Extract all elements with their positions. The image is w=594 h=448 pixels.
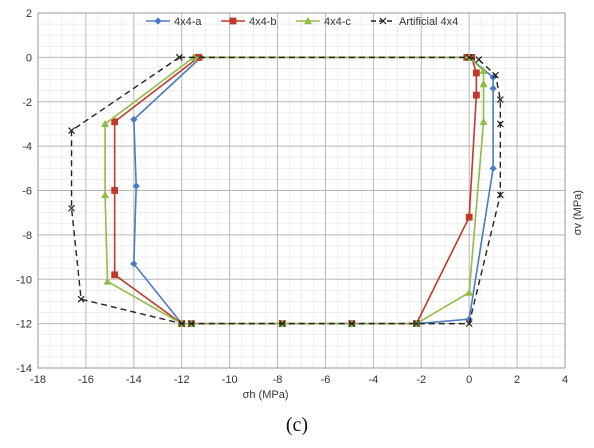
series-4-point — [278, 320, 286, 328]
series-2-point — [111, 118, 119, 126]
y-tick-label: -14 — [16, 363, 32, 375]
series-3-point — [479, 80, 488, 88]
series-1-point — [489, 164, 497, 172]
y-tick-label: -6 — [22, 186, 32, 198]
legend-item: 4x4-b — [221, 16, 277, 28]
legend-marker — [154, 17, 162, 25]
y-tick-label: -10 — [16, 274, 32, 286]
y-axis-title: σv (MPa) — [572, 190, 584, 235]
y-tick-label: -4 — [22, 141, 32, 153]
legend-marker — [229, 17, 237, 25]
series-3-point — [465, 288, 474, 296]
x-tick-label: -4 — [368, 374, 378, 386]
legend-item: 4x4-a — [146, 16, 202, 28]
series-3-point — [101, 119, 110, 128]
series-2-point — [111, 187, 119, 194]
series-4-point — [187, 320, 195, 328]
legend-item: 4x4-c — [296, 16, 351, 28]
legend-label: Artificial 4x4 — [399, 16, 458, 28]
x-axis-title: σh (MPa) — [243, 389, 289, 401]
series-4-point — [465, 320, 473, 328]
legend-marker — [379, 17, 387, 25]
legend-label: 4x4-c — [324, 16, 351, 28]
series-4-point — [175, 53, 183, 61]
series-1-point — [132, 182, 140, 190]
legend-label: 4x4-b — [249, 16, 277, 28]
series-4-point — [465, 53, 473, 61]
series-4-point — [68, 204, 75, 212]
legend-item: Artificial 4x4 — [371, 16, 458, 28]
x-tick-label: -12 — [174, 374, 190, 386]
y-tick-label: 2 — [26, 8, 32, 20]
series-1-point — [489, 84, 497, 93]
x-tick-label: -2 — [416, 374, 426, 386]
y-tick-label: -12 — [16, 319, 32, 331]
series-2-point — [472, 69, 480, 77]
series-4-point — [77, 295, 85, 303]
series-4-point — [413, 320, 420, 328]
x-tick-label: 4 — [562, 374, 568, 386]
legend-label: 4x4-a — [174, 16, 202, 28]
y-tick-label: 0 — [26, 52, 32, 64]
series-3-point — [101, 190, 110, 199]
legend-marker — [304, 17, 312, 25]
y-axis-ticks: 2 0 -2 -4 -6 -8 -10 -12 -14 — [16, 8, 32, 375]
series-2-point — [472, 91, 480, 99]
x-tick-label: -14 — [126, 374, 142, 386]
x-tick-label: -6 — [321, 374, 331, 386]
series-4 — [68, 53, 504, 328]
x-axis-ticks: -18 -16 -14 -12 -10 -8 -6 -4 -2 0 2 4 — [30, 374, 568, 386]
series-4-point — [496, 191, 504, 199]
series-3-point — [479, 117, 488, 125]
series-4-point — [348, 320, 356, 328]
series-4-point — [496, 120, 504, 128]
series-4-point — [178, 320, 186, 328]
x-tick-label: -16 — [78, 374, 94, 386]
series-4-point — [68, 127, 75, 135]
x-tick-label: -8 — [273, 374, 283, 386]
series-3-point — [103, 277, 112, 285]
y-tick-label: -2 — [22, 97, 32, 109]
legend: 4x4-a 4x4-b 4x4-c Artificial 4x4 — [146, 16, 458, 28]
x-tick-label: -18 — [30, 374, 46, 386]
series-2-point — [465, 213, 473, 221]
series-4-point — [496, 96, 504, 103]
x-tick-label: 2 — [514, 374, 520, 386]
series-4-line — [70, 56, 502, 325]
series-4-point — [475, 56, 483, 64]
series-2-point — [111, 271, 119, 279]
figure-caption: (c) — [285, 414, 309, 436]
y-tick-label: -8 — [22, 230, 32, 242]
plot-area-border — [37, 12, 566, 369]
series-1-point — [130, 260, 138, 268]
series-4-point — [492, 71, 499, 79]
series-layer — [68, 53, 504, 328]
x-tick-label: -10 — [222, 374, 238, 386]
series-3-point — [479, 66, 488, 74]
x-tick-label: 0 — [466, 374, 472, 386]
series-1-point — [130, 115, 138, 124]
